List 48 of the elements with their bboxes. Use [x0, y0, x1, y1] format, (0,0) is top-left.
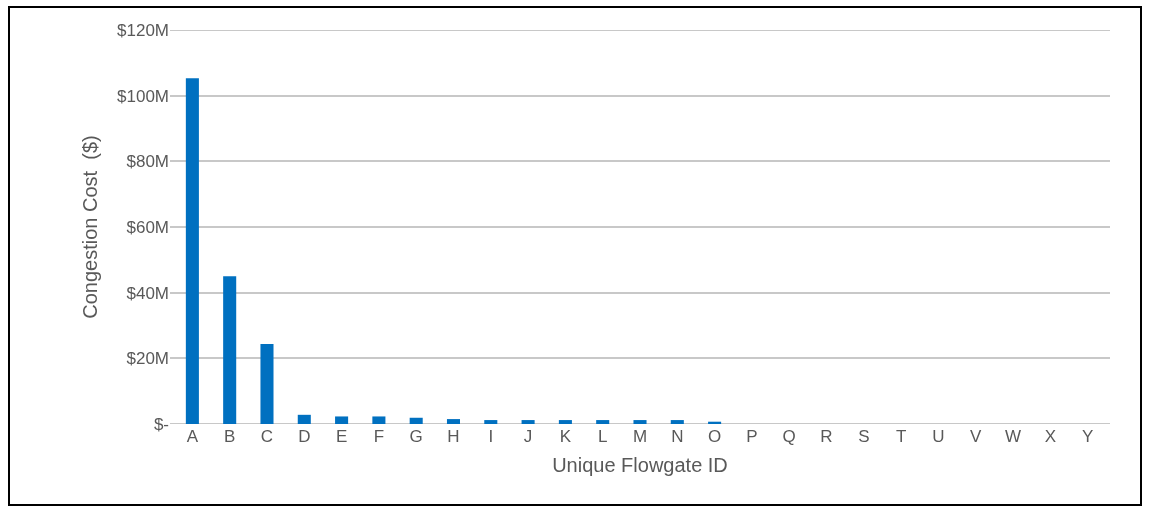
x-tick-label: A	[186, 427, 199, 446]
bar	[596, 420, 610, 424]
x-tick-label: P	[746, 427, 758, 446]
y-tick-label: $40M	[126, 283, 169, 303]
x-tick-label: H	[447, 427, 460, 446]
bar	[297, 414, 311, 424]
bar	[409, 417, 423, 424]
bar	[484, 420, 498, 424]
x-tick-label: W	[1005, 427, 1022, 446]
bar	[446, 419, 461, 424]
x-tick-label: B	[224, 427, 236, 446]
x-tick-label: V	[970, 427, 983, 446]
y-tick-label: $80M	[126, 152, 169, 172]
x-tick-label: I	[488, 427, 494, 446]
bar	[223, 276, 237, 424]
y-tick-label: $100M	[117, 86, 169, 106]
x-tick-label: Y	[1081, 427, 1094, 446]
bar	[372, 416, 386, 424]
x-tick-label: G	[409, 427, 423, 446]
y-axis-title: Congestion Cost ($)	[78, 135, 101, 319]
x-tick-label: C	[260, 427, 274, 446]
y-tick-label: $60M	[126, 217, 169, 237]
bar	[335, 416, 349, 424]
bar	[185, 78, 199, 424]
x-tick-label: F	[373, 427, 385, 446]
bar	[260, 343, 274, 424]
bar	[670, 420, 684, 424]
bar	[521, 420, 535, 424]
x-tick-label: U	[932, 427, 945, 446]
x-tick-label: L	[597, 427, 608, 446]
x-tick-label: R	[820, 427, 833, 446]
y-tick-label: $-	[153, 414, 169, 434]
x-tick-label: K	[559, 427, 572, 446]
x-tick-label: Q	[782, 427, 796, 446]
y-tick-label: $20M	[126, 349, 169, 369]
x-tick-label: J	[523, 427, 533, 446]
x-tick-label: O	[707, 427, 722, 446]
x-tick-label: N	[671, 427, 684, 446]
x-tick-label: T	[895, 427, 907, 446]
x-tick-label: X	[1044, 427, 1056, 446]
x-tick-label: M	[632, 427, 648, 446]
x-tick-label: E	[335, 427, 348, 446]
y-tick-label: $120M	[117, 20, 169, 40]
x-axis-title: Unique Flowgate ID	[552, 453, 728, 476]
bar	[558, 420, 572, 424]
x-tick-label: D	[298, 427, 311, 446]
bar	[633, 420, 647, 424]
x-tick-label: S	[858, 427, 870, 446]
